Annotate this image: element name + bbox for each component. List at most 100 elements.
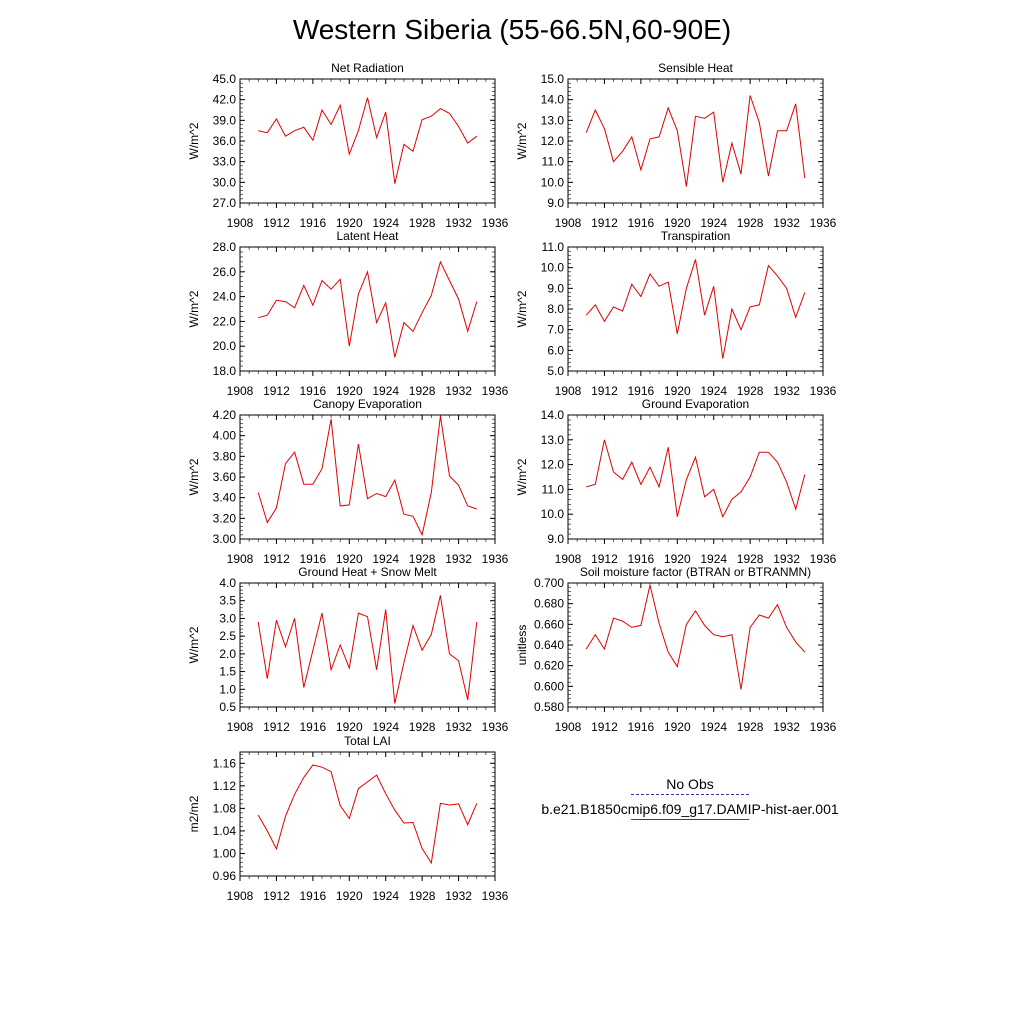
y-tick-label: 3.0 [219, 611, 236, 625]
x-tick-label: 1920 [664, 216, 691, 230]
y-tick-label: 18.0 [213, 364, 237, 378]
x-tick-label: 1932 [445, 384, 472, 398]
y-tick-label: 0.640 [534, 638, 564, 652]
x-tick-label: 1912 [591, 552, 618, 566]
y-axis-label: W/m^2 [515, 122, 529, 159]
x-tick-label: 1920 [664, 720, 691, 734]
y-tick-label: 3.00 [213, 532, 237, 546]
x-tick-label: 1908 [555, 552, 582, 566]
y-tick-label: 1.12 [213, 779, 237, 793]
y-tick-label: 6.0 [547, 343, 564, 357]
chart-panel-1: Net Radiation W/m^2 27.0 30.0 33.0 36.0 39.0 42… [187, 61, 509, 230]
x-tick-label: 1908 [555, 216, 582, 230]
x-tick-label: 1908 [227, 889, 254, 903]
y-tick-label: 0.680 [534, 597, 564, 611]
y-tick-label: 0.5 [219, 700, 236, 714]
chart-panel-9: Total LAI m2/m2 0.96 1.00 1.04 1.08 1.12 1.16 19… [187, 734, 509, 903]
x-tick-label: 1924 [372, 889, 399, 903]
chart-panel-5: Canopy Evaporation W/m^2 3.00 3.20 3.40 3.60 3… [187, 397, 509, 566]
x-tick-label: 1920 [336, 889, 363, 903]
y-tick-label: 42.0 [213, 93, 237, 107]
y-tick-label: 1.04 [213, 824, 237, 838]
series-line [257, 764, 478, 865]
plot-frame [239, 414, 496, 540]
chart-title: Sensible Heat [658, 61, 733, 75]
y-tick-label: 3.5 [219, 594, 236, 608]
x-tick-label: 1916 [300, 889, 327, 903]
series-line [258, 97, 478, 184]
x-tick-label: 1936 [482, 216, 509, 230]
y-axis-label: m2/m2 [187, 795, 201, 832]
y-tick-label: 14.0 [541, 93, 565, 107]
plot-frame [239, 246, 496, 372]
x-tick-label: 1920 [336, 384, 363, 398]
y-tick-label: 13.0 [541, 113, 565, 127]
x-tick-label: 1936 [482, 889, 509, 903]
x-tick-label: 1924 [372, 384, 399, 398]
y-tick-label: 4.00 [213, 429, 237, 443]
y-axis-label: W/m^2 [187, 290, 201, 327]
y-tick-label: 0.600 [534, 679, 564, 693]
legend: No Obs b.e21.B1850cmip6.f09_g17.DAMIP-hi… [520, 776, 860, 826]
x-tick-label: 1932 [445, 552, 472, 566]
x-tick-label: 1908 [227, 216, 254, 230]
y-tick-label: 27.0 [213, 196, 237, 210]
x-tick-label: 1920 [336, 216, 363, 230]
x-tick-label: 1936 [482, 552, 509, 566]
x-tick-label: 1908 [227, 720, 254, 734]
x-tick-label: 1908 [227, 552, 254, 566]
chart-title: Latent Heat [336, 229, 399, 243]
x-tick-label: 1916 [300, 384, 327, 398]
y-tick-label: 4.20 [213, 408, 237, 422]
y-tick-label: 0.700 [534, 576, 564, 590]
y-tick-label: 2.5 [219, 629, 236, 643]
series-line [585, 95, 806, 187]
x-tick-label: 1920 [664, 552, 691, 566]
plot-frame [567, 78, 824, 204]
chart-title: Canopy Evaporation [313, 397, 422, 411]
x-tick-label: 1936 [482, 720, 509, 734]
y-tick-label: 9.0 [547, 281, 564, 295]
x-tick-label: 1912 [263, 384, 290, 398]
y-tick-label: 33.0 [213, 155, 237, 169]
y-axis-label: W/m^2 [187, 626, 201, 663]
chart-title: Net Radiation [331, 61, 404, 75]
x-tick-label: 1932 [773, 384, 800, 398]
chart-title: Transpiration [661, 229, 731, 243]
plot-frame [567, 246, 824, 372]
y-tick-label: 11.0 [542, 155, 565, 169]
x-tick-label: 1916 [628, 384, 655, 398]
series-line [585, 259, 806, 359]
series-line [586, 439, 806, 518]
y-tick-label: 1.16 [213, 756, 237, 770]
y-tick-label: 11.0 [542, 482, 565, 496]
x-tick-label: 1916 [628, 720, 655, 734]
y-tick-label: 13.0 [541, 433, 565, 447]
y-tick-label: 1.00 [213, 846, 237, 860]
x-tick-label: 1916 [628, 552, 655, 566]
x-tick-label: 1920 [664, 384, 691, 398]
x-tick-label: 1928 [737, 720, 764, 734]
x-tick-label: 1908 [555, 720, 582, 734]
x-tick-label: 1936 [482, 384, 509, 398]
x-tick-label: 1912 [591, 216, 618, 230]
x-tick-label: 1912 [591, 384, 618, 398]
x-tick-label: 1924 [372, 216, 399, 230]
y-tick-label: 24.0 [213, 290, 237, 304]
y-tick-label: 15.0 [541, 72, 565, 86]
x-tick-label: 1936 [810, 552, 837, 566]
page-title: Western Siberia (55-66.5N,60-90E) [292, 14, 732, 45]
chart-title: Ground Heat + Snow Melt [298, 565, 437, 579]
y-tick-label: 10.0 [541, 261, 565, 275]
y-tick-label: 3.80 [213, 449, 237, 463]
x-tick-label: 1936 [810, 216, 837, 230]
y-tick-label: 39.0 [213, 113, 237, 127]
x-tick-label: 1912 [591, 720, 618, 734]
x-tick-label: 1912 [263, 720, 290, 734]
x-tick-label: 1924 [372, 720, 399, 734]
x-tick-label: 1928 [409, 889, 436, 903]
x-tick-label: 1908 [555, 384, 582, 398]
y-tick-label: 9.0 [547, 196, 564, 210]
x-tick-label: 1916 [628, 216, 655, 230]
